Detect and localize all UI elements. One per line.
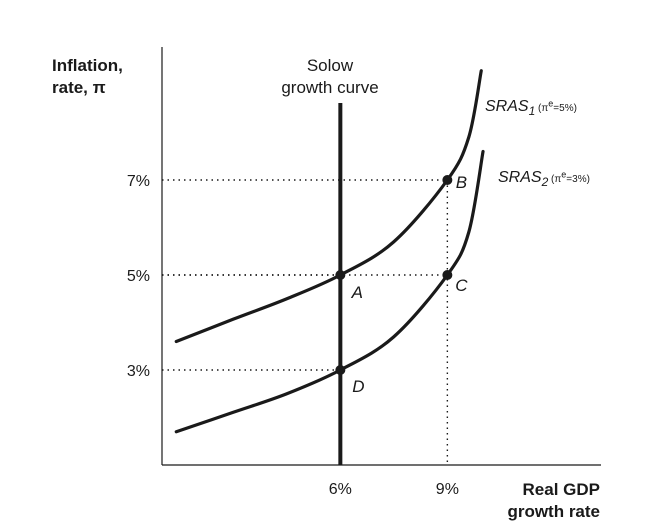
point-label-b: B <box>456 173 467 192</box>
solow-label-line1: Solow <box>306 56 354 75</box>
x-axis-title-line1: Real GDP <box>522 480 600 499</box>
sras2-curve <box>174 149 485 434</box>
y-tick-label: 5% <box>127 268 150 285</box>
sras2-name: SRAS <box>498 169 542 186</box>
sras1-subscript: 1 <box>528 104 536 119</box>
y-tick-label: 7% <box>127 173 150 190</box>
point-label-d: D <box>352 377 364 396</box>
sras2-label: SRAS2 (πe=3%) <box>498 169 590 189</box>
x-axis-title-line2: growth rate <box>507 502 600 521</box>
tick-labels: 3% 5% 7% 6% 9% <box>127 173 459 498</box>
x-axis-title: Real GDP growth rate <box>507 479 600 523</box>
point-b <box>442 175 453 185</box>
point-d <box>335 365 346 375</box>
sras-curves <box>174 69 485 434</box>
sras2-subscript: 2 <box>541 175 549 190</box>
sras2-expectation: (πe=3%) <box>551 169 590 185</box>
equilibrium-points: A B C D <box>335 173 468 396</box>
y-axis-title-line1: Inflation, <box>52 56 123 75</box>
sras1-name: SRAS <box>485 98 529 115</box>
y-tick-label: 3% <box>127 363 150 380</box>
y-axis-title: Inflation, rate, π <box>52 55 123 99</box>
sras1-label: SRAS1 (πe=5%) <box>485 98 577 118</box>
solow-label: Solow growth curve <box>255 55 405 99</box>
point-a <box>335 270 346 280</box>
x-tick-label: 9% <box>436 481 459 498</box>
x-tick-label: 6% <box>329 481 352 498</box>
dotted-guides <box>162 179 449 465</box>
y-axis-title-line2: rate, π <box>52 78 106 97</box>
point-label-a: A <box>351 283 363 302</box>
axes <box>161 47 601 466</box>
sras1-curve <box>174 69 483 344</box>
sras1-expectation: (πe=5%) <box>538 98 577 114</box>
point-c <box>442 270 453 280</box>
point-label-c: C <box>455 276 468 295</box>
solow-label-line2: growth curve <box>281 78 379 97</box>
